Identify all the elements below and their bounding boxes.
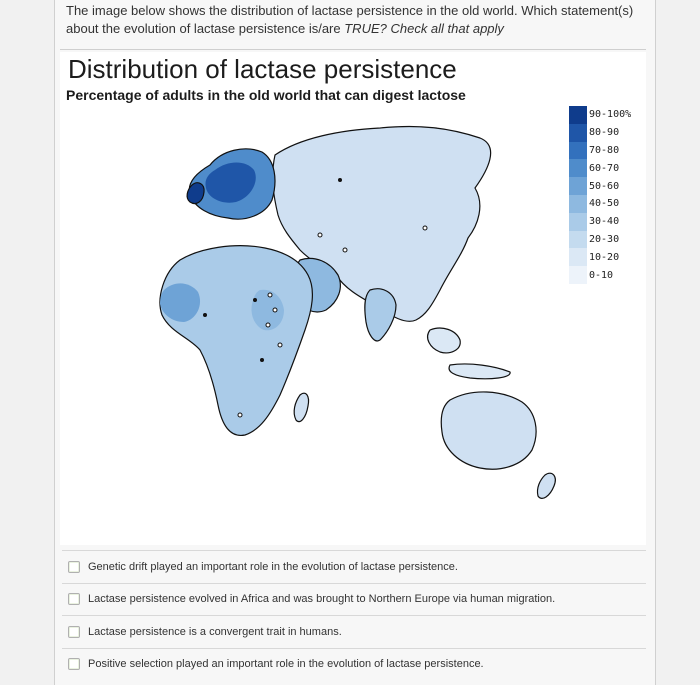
answer-options: Genetic drift played an important role i… <box>62 550 646 680</box>
legend-label: 80-90 <box>589 127 620 139</box>
india-landmass <box>364 288 397 342</box>
sample-dot-filled <box>338 178 342 182</box>
answer-option[interactable]: Lactase persistence evolved in Africa an… <box>62 582 646 616</box>
question-line-2-prefix: about the evolution of lactase persisten… <box>66 21 345 36</box>
sample-dot <box>422 225 428 231</box>
legend-swatch <box>569 212 587 231</box>
sample-dot <box>237 412 243 418</box>
legend-item: 60-70 <box>569 159 649 178</box>
legend-label: 30-40 <box>589 216 620 228</box>
legend-swatch <box>569 123 587 142</box>
legend-label: 50-60 <box>589 180 620 192</box>
legend-item: 50-60 <box>569 177 649 195</box>
checkbox[interactable] <box>68 658 80 671</box>
option-label: Genetic drift played an important role i… <box>88 560 458 573</box>
uk-highest-zone <box>186 182 205 205</box>
map-legend: 90-100% 80-90 70-80 60-70 50-60 40-50 30… <box>569 106 649 284</box>
legend-swatch <box>569 106 587 124</box>
lactase-map <box>159 125 556 499</box>
sample-dot <box>317 232 323 238</box>
sample-dot-filled <box>260 358 264 362</box>
question-instruction: ? Check all that apply <box>379 21 504 36</box>
legend-label: 90-100% <box>589 109 632 121</box>
map-title: Distribution of lactase persistence <box>68 54 457 84</box>
legend-swatch <box>569 159 587 178</box>
legend-label: 20-30 <box>589 233 620 245</box>
legend-item: 20-30 <box>569 230 649 249</box>
new-zealand <box>536 472 556 499</box>
checkbox[interactable] <box>68 625 80 638</box>
sample-dot <box>267 292 273 298</box>
question-line-1: The image below shows the distribution o… <box>66 3 634 18</box>
answer-option[interactable]: Genetic drift played an important role i… <box>62 550 646 583</box>
sample-dot <box>265 322 271 328</box>
indonesia-islands <box>448 363 511 380</box>
option-label: Positive selection played an important r… <box>88 658 484 671</box>
legend-item: 40-50 <box>569 194 649 213</box>
sample-dot-filled <box>253 298 257 302</box>
legend-item: 90-100% <box>569 106 649 124</box>
legend-item: 10-20 <box>569 248 649 267</box>
option-label: Lactase persistence is a convergent trai… <box>88 625 342 638</box>
legend-swatch <box>569 248 587 267</box>
legend-item: 80-90 <box>569 123 649 142</box>
checkbox[interactable] <box>68 560 80 573</box>
legend-swatch <box>569 194 587 213</box>
legend-label: 10-20 <box>589 251 620 263</box>
legend-item: 0-10 <box>569 266 649 284</box>
east-africa-zone <box>251 289 284 331</box>
legend-label: 60-70 <box>589 162 620 174</box>
australia-landmass <box>440 391 537 470</box>
map-subtitle: Percentage of adults in the old world th… <box>66 87 466 103</box>
legend-swatch <box>569 230 587 249</box>
question-line-2: about the evolution of lactase persisten… <box>66 20 646 38</box>
legend-label: 70-80 <box>589 144 620 156</box>
legend-swatch <box>569 177 587 195</box>
checkbox[interactable] <box>68 593 80 606</box>
answer-option[interactable]: Positive selection played an important r… <box>62 647 646 681</box>
legend-swatch <box>569 266 587 284</box>
madagascar <box>293 392 310 423</box>
option-label: Lactase persistence evolved in Africa an… <box>88 593 556 606</box>
question-divider <box>60 49 646 50</box>
sample-dot <box>272 307 278 313</box>
sample-dot <box>277 342 283 348</box>
asia-landmass <box>272 125 492 322</box>
southeast-asia-islands <box>427 327 461 354</box>
west-africa-zone <box>160 283 201 322</box>
answer-option[interactable]: Lactase persistence is a convergent trai… <box>62 615 646 648</box>
sample-dot-filled <box>203 313 207 317</box>
legend-item: 70-80 <box>569 141 649 160</box>
question-text: The image below shows the distribution o… <box>66 2 646 38</box>
scandinavia-high-zone <box>205 162 256 203</box>
legend-item: 30-40 <box>569 212 649 231</box>
legend-swatch <box>569 141 587 160</box>
sample-dot <box>342 247 348 253</box>
africa-landmass <box>159 245 314 436</box>
legend-label: 40-50 <box>589 198 620 210</box>
legend-label: 0-10 <box>589 269 614 281</box>
question-true-word: TRUE <box>344 21 380 36</box>
